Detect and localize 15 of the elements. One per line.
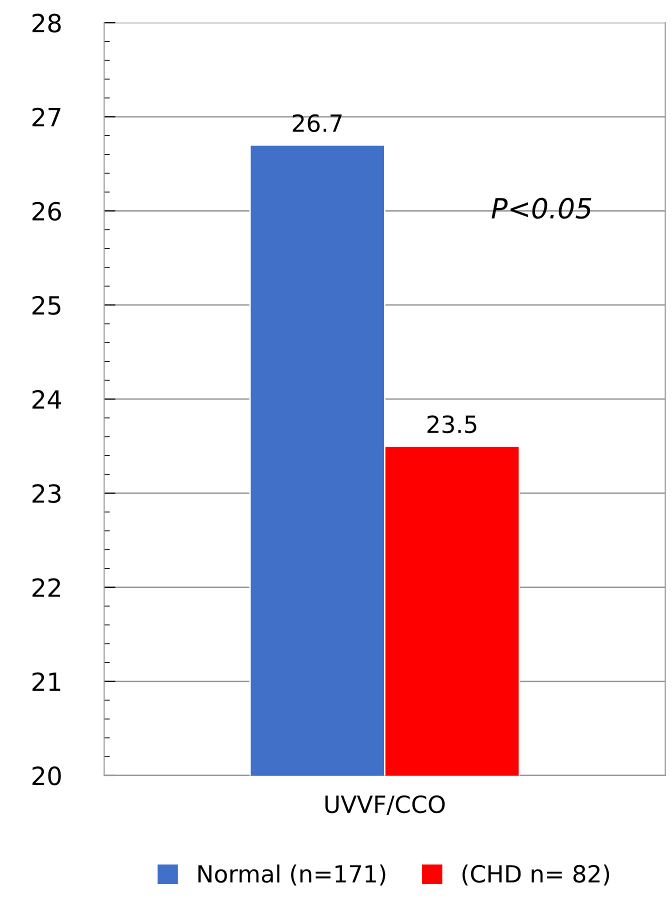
y-tick-label: 20 xyxy=(32,766,61,786)
y-tick-label: 28 xyxy=(32,14,61,33)
annotation: P<0.05 xyxy=(492,198,592,219)
legend-label: (CHD n= 82) xyxy=(462,864,610,886)
y-tick-label: 24 xyxy=(32,390,62,409)
y-tick-label: 27 xyxy=(32,108,60,126)
y-tick-label: 21 xyxy=(32,672,60,691)
data-label: 23.5 xyxy=(428,415,476,434)
y-tick-label: 26 xyxy=(32,202,61,221)
x-tick-label: UVVF/CCO xyxy=(325,795,445,816)
data-label: 26.7 xyxy=(292,114,342,132)
y-tick-label: 23 xyxy=(32,484,60,504)
y-tick-label: 25 xyxy=(32,296,60,315)
legend-label: Normal (n=171) xyxy=(198,864,386,886)
y-tick-label: 22 xyxy=(32,578,60,597)
